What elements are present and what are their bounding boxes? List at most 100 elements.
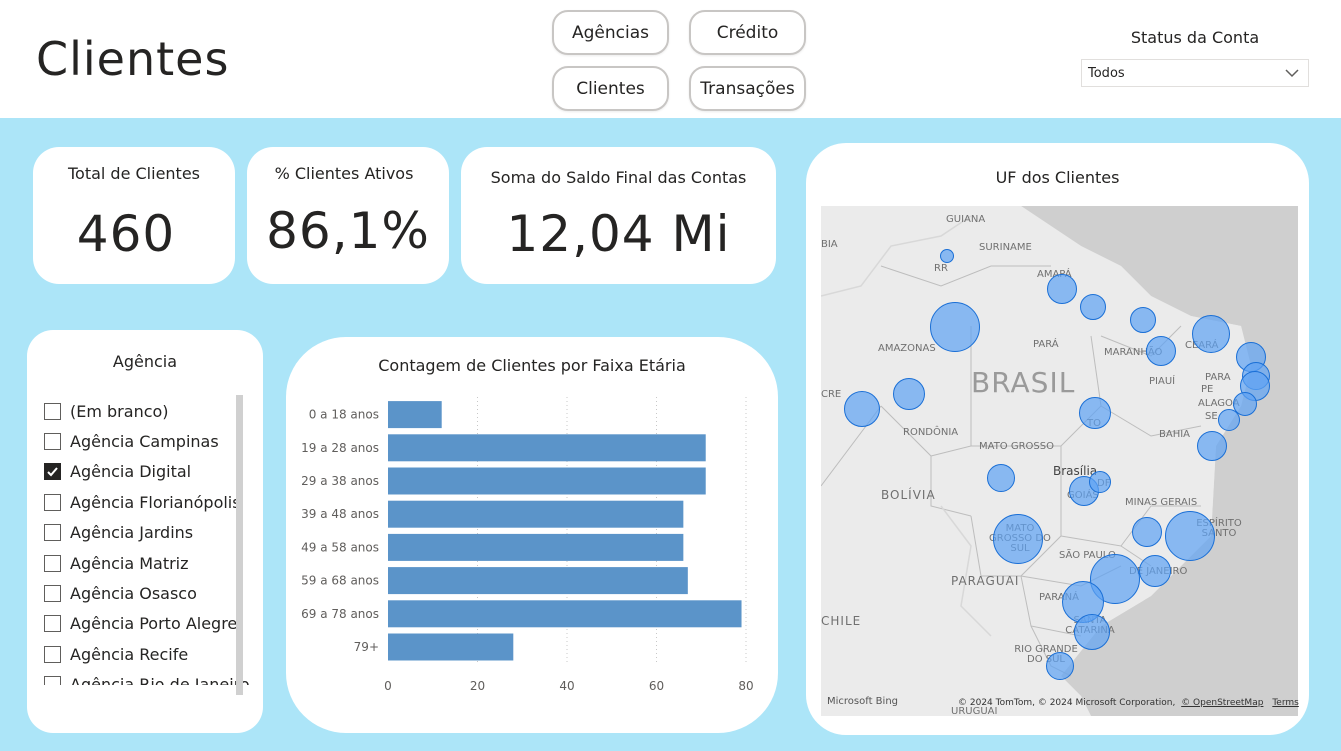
bar[interactable] [388,434,706,462]
map-bubble[interactable] [1074,614,1110,650]
brazil-map[interactable]: BRASIL GUIANA SURINAME BIA RR AMAPÁ PARÁ AMAZO… [821,206,1298,716]
agencia-item-label: Agência Campinas [70,431,219,451]
map-region-label: MINAS GERAIS [1125,497,1198,508]
map-region-label: PARA [1205,372,1231,383]
checkbox-icon[interactable] [44,584,61,602]
map-region-label: PIAUÍ [1149,376,1176,387]
agencia-item[interactable]: Agência Porto Alegre [44,613,237,635]
kpi-card-pct-ativos: % Clientes Ativos 86,1% [247,147,449,284]
map-region-label: ALAGOA [1198,398,1240,409]
category-tick-label: 49 a 58 anos [301,540,379,554]
agencia-scrollbar[interactable] [236,395,243,695]
map-bubble[interactable] [1080,294,1106,320]
map-bubble[interactable] [1130,307,1156,333]
checkbox-icon[interactable] [44,645,61,663]
map-region-label: MATO GROSSO [979,441,1054,452]
x-tick-label: 20 [470,679,485,693]
checkbox-checked-icon[interactable] [44,463,61,481]
map-bubble[interactable] [1146,336,1176,366]
agencia-item[interactable]: Agência Digital [44,461,191,483]
map-region-label: BAHIA [1159,429,1191,440]
map-region-label: SÃO PAULO [1059,550,1116,561]
status-dropdown[interactable]: Todos [1081,59,1309,87]
checkbox-icon[interactable] [44,493,61,511]
map-region-label: CHILE [821,614,862,628]
nav-button-agencias[interactable]: Agências [552,10,669,55]
checkbox-icon[interactable] [44,402,61,420]
map-bubble[interactable] [1197,431,1227,461]
agencia-item[interactable]: Agência Florianópolis [44,491,241,513]
map-bubble[interactable] [1079,397,1111,429]
map-bubble[interactable] [844,391,880,427]
x-tick-label: 0 [384,679,392,693]
map-region-label: RONDÔNIA [903,427,959,438]
nav-button-credito[interactable]: Crédito [689,10,806,55]
map-title: UF dos Clientes [995,168,1120,187]
category-tick-label: 39 a 48 anos [301,507,379,521]
osm-link[interactable]: © OpenStreetMap [1181,698,1264,708]
bar[interactable] [388,500,684,528]
map-bubble[interactable] [1218,409,1240,431]
nav-button-transacoes[interactable]: Transações [689,66,806,111]
checkbox-icon[interactable] [44,432,61,450]
kpi-label: Soma do Saldo Final das Contas [490,168,747,187]
agencia-item[interactable]: Agência Rio de Janeiro [44,674,250,685]
map-region-label: PE [1201,384,1214,395]
bar[interactable] [388,533,684,561]
bar[interactable] [388,633,514,661]
map-region-label: ESPÍRITO SANTO [1196,518,1242,539]
checkbox-icon[interactable] [44,524,61,542]
map-bubble[interactable] [1047,274,1077,304]
agencia-item-label: Agência Florianópolis [70,492,241,512]
map-region-label: SURINAME [979,242,1032,253]
checkbox-icon[interactable] [44,676,61,685]
bar[interactable] [388,600,742,628]
agencia-slicer: Agência [27,330,263,733]
agencia-item[interactable]: Agência Osasco [44,582,197,604]
map-bubble[interactable] [1139,555,1171,587]
category-tick-label: 19 a 28 anos [301,441,379,455]
x-tick-label: 80 [738,679,753,693]
nav-button-clientes[interactable]: Clientes [552,66,669,111]
kpi-label: % Clientes Ativos [274,164,414,183]
map-bubble[interactable] [940,249,954,263]
category-tick-label: 69 a 78 anos [301,607,379,621]
chart-title: Contagem de Clientes por Faixa Etária [378,356,686,375]
map-bubble[interactable] [1165,511,1215,561]
map-bubble[interactable] [1192,315,1230,353]
map-bubble[interactable] [1046,652,1074,680]
bar[interactable] [388,467,706,495]
kpi-value: 460 [76,205,176,263]
map-bubble[interactable] [893,378,925,410]
chevron-down-icon[interactable] [1285,66,1299,80]
agencia-item[interactable]: (Em branco) [44,400,169,422]
bar[interactable] [388,401,442,429]
checkbox-icon[interactable] [44,554,61,572]
agencia-item[interactable]: Agência Matriz [44,552,189,574]
map-background [821,206,1298,716]
map-bubble[interactable] [987,464,1015,492]
map-bubble[interactable] [1089,471,1111,493]
kpi-value: 12,04 Mi [506,205,731,263]
x-tick-label: 40 [559,679,574,693]
map-region-label: PARAGUAI [951,574,1020,588]
map-region-label: BOLÍVIA [881,488,936,502]
agencia-item[interactable]: Agência Recife [44,643,188,665]
kpi-label: Total de Clientes [67,164,201,183]
agencia-item[interactable]: Agência Campinas [44,430,219,452]
agencia-item-label: Agência Osasco [70,583,197,603]
map-bubble[interactable] [1132,517,1162,547]
checkbox-icon[interactable] [44,615,61,633]
map-bubble[interactable] [993,514,1043,564]
bar[interactable] [388,567,688,595]
status-dropdown-value: Todos [1088,66,1125,81]
agencia-list: (Em branco) Agência Campinas Agência Digit… [0,395,263,685]
map-region-label: PARANÁ [1039,592,1079,603]
agencia-item[interactable]: Agência Jardins [44,522,193,544]
agencia-item-label: (Em branco) [70,401,169,421]
kpi-value: 86,1% [266,202,430,260]
terms-link[interactable]: Terms [1272,698,1299,708]
map-bubble[interactable] [930,302,980,352]
bing-logo: Microsoft Bing [827,696,899,707]
